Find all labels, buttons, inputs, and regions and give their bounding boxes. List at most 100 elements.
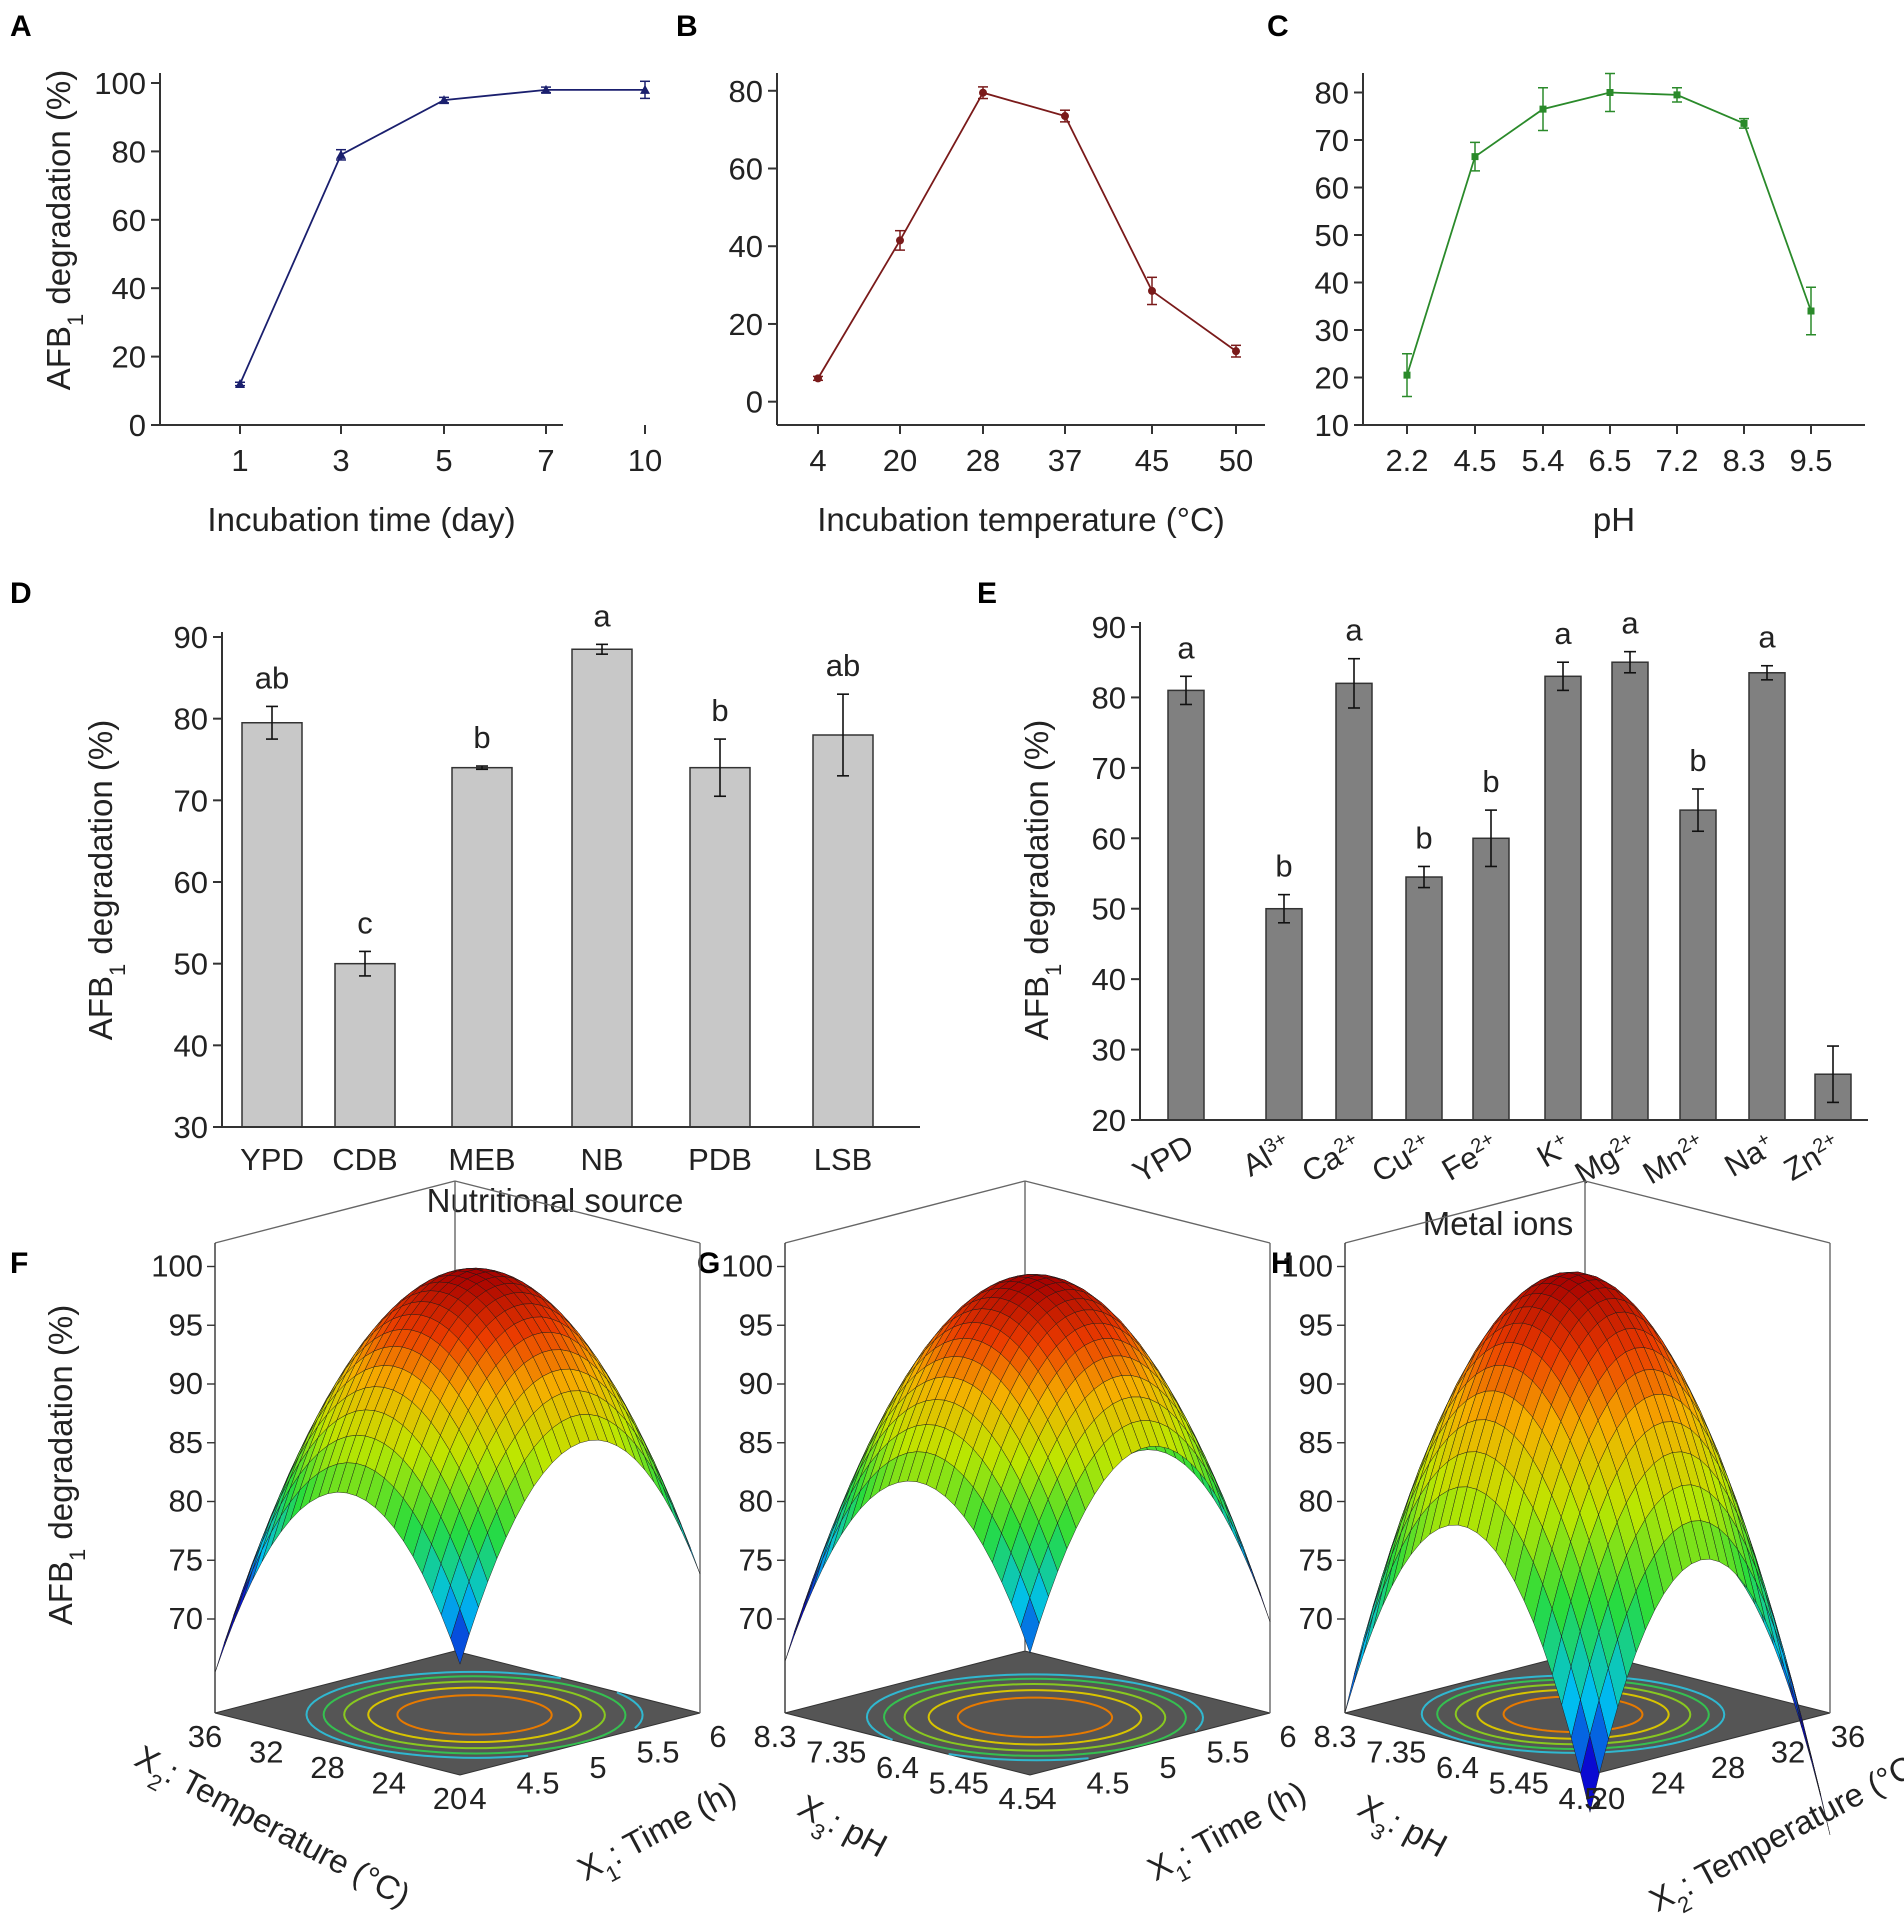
right-axis-tick-label: 5.5 bbox=[636, 1735, 679, 1770]
z-tick-label: 85 bbox=[739, 1425, 773, 1460]
data-point bbox=[1539, 105, 1547, 113]
surface-cell bbox=[662, 1486, 682, 1532]
z-tick-label: 70 bbox=[739, 1601, 773, 1636]
y-tick-label: 30 bbox=[174, 1110, 208, 1145]
x-tick-label: 7 bbox=[537, 443, 554, 478]
y-tick-label: 30 bbox=[1092, 1033, 1126, 1068]
z-tick-label: 80 bbox=[739, 1484, 773, 1519]
z-tick-label: 90 bbox=[169, 1366, 203, 1401]
y-tick-label: 70 bbox=[1092, 751, 1126, 786]
x-tick-label: LSB bbox=[814, 1142, 873, 1177]
contour-line bbox=[343, 1680, 606, 1750]
significance-letter: b bbox=[1415, 820, 1432, 855]
data-point bbox=[541, 84, 551, 94]
surface-cell bbox=[233, 1570, 253, 1623]
y-tick-label: 20 bbox=[112, 340, 146, 375]
y-axis-label: AFB1 degradation (%) bbox=[1018, 720, 1066, 1040]
x-axis-label: Metal ions bbox=[1423, 1205, 1573, 1242]
data-point bbox=[1673, 91, 1681, 99]
left-axis-tick-label: 32 bbox=[249, 1735, 283, 1770]
data-point bbox=[814, 374, 822, 383]
chart-a: 0 20 40 60 80 100 1 3 5 7 10 Incubation time (day) bbox=[94, 66, 662, 538]
z-tick-label: 85 bbox=[1299, 1425, 1333, 1460]
y-label-rest: degradation (%) bbox=[40, 70, 77, 314]
right-axis-tick-label: 4.5 bbox=[516, 1766, 559, 1801]
y-tick-label: 40 bbox=[729, 229, 763, 264]
chart-e: a b a b b a a b a 20 30 40 50 60 70 80 90 YPD Al3+ Ca2+ Cu2+… bbox=[1092, 606, 1868, 1242]
data-point bbox=[1061, 112, 1069, 121]
x-axis-label: pH bbox=[1593, 501, 1635, 538]
z-tick-label: 100 bbox=[151, 1249, 203, 1284]
significance-letter: c bbox=[357, 905, 373, 940]
y-tick-label: 40 bbox=[174, 1028, 208, 1063]
left-label-rest: : pH bbox=[1383, 1803, 1454, 1864]
x-tick-label: CDB bbox=[332, 1142, 397, 1177]
series-line bbox=[817, 91, 1237, 379]
box-edge bbox=[214, 1180, 456, 1244]
contour-line bbox=[956, 1696, 1114, 1739]
left-axis-tick-label: 6.4 bbox=[876, 1750, 919, 1785]
y-label-sub: 1 bbox=[1041, 964, 1066, 976]
bar bbox=[1679, 809, 1717, 1121]
y-tick-label: 60 bbox=[1315, 171, 1349, 206]
z-tick-label: 90 bbox=[1299, 1366, 1333, 1401]
x-tick-label: PDB bbox=[688, 1142, 752, 1177]
box-edge bbox=[454, 1180, 701, 1244]
bar bbox=[812, 734, 874, 1128]
right-axis-tick-label: 36 bbox=[1831, 1719, 1865, 1754]
surface-cell bbox=[1020, 1597, 1040, 1654]
x-tick-label: 9.5 bbox=[1789, 443, 1832, 478]
y-tick-label: 60 bbox=[1092, 821, 1126, 856]
left-axis-label: X3: pH bbox=[1347, 1787, 1453, 1873]
panel-label-a: A bbox=[10, 10, 32, 43]
x-axis-label: Incubation temperature (°C) bbox=[817, 501, 1225, 538]
y-label-rest: degradation (%) bbox=[1018, 720, 1055, 964]
left-axis-tick-label: 28 bbox=[310, 1750, 344, 1785]
x-tick-label: NB bbox=[580, 1142, 623, 1177]
z-tick-label: 95 bbox=[169, 1307, 203, 1342]
right-axis-tick-label: 6 bbox=[709, 1719, 726, 1754]
bar bbox=[1748, 672, 1786, 1121]
y-tick-label: 50 bbox=[1092, 892, 1126, 927]
right-label-rest: : Time (h) bbox=[602, 1774, 742, 1872]
y-tick-label: 40 bbox=[1092, 962, 1126, 997]
x-tick-label: 4 bbox=[809, 443, 826, 478]
data-point bbox=[640, 84, 650, 94]
left-axis-tick-label: 36 bbox=[188, 1719, 222, 1754]
data-point bbox=[1606, 89, 1614, 96]
surface-cell bbox=[1363, 1589, 1383, 1654]
data-point bbox=[1403, 371, 1411, 379]
right-axis-tick-label: 5 bbox=[1159, 1750, 1176, 1785]
box-edge bbox=[1024, 1180, 1271, 1244]
y-label-main: AFB bbox=[42, 1561, 79, 1625]
ion-symbol: YPD bbox=[1127, 1128, 1200, 1190]
x-tick-label: Cu2+ bbox=[1366, 1128, 1438, 1190]
right-axis-tick-label: 5.5 bbox=[1206, 1735, 1249, 1770]
data-point bbox=[979, 88, 987, 97]
left-axis-tick-label: 4.5 bbox=[998, 1781, 1041, 1816]
x-tick-label: MEB bbox=[448, 1142, 515, 1177]
z-tick-label: 100 bbox=[1281, 1249, 1333, 1284]
y-tick-label: 0 bbox=[746, 385, 763, 420]
panel-label-d: D bbox=[10, 577, 32, 610]
x-tick-label: Al3+ bbox=[1236, 1128, 1297, 1184]
right-axis-tick-label: 4.5 bbox=[1086, 1766, 1129, 1801]
y-axis-label: AFB1 degradation (%) bbox=[40, 70, 88, 390]
y-tick-label: 0 bbox=[129, 408, 146, 443]
significance-letter: a bbox=[593, 598, 611, 633]
significance-letter: b bbox=[1482, 764, 1499, 799]
y-axis-label: AFB1 degradation (%) bbox=[42, 1305, 90, 1625]
left-label-rest: : pH bbox=[823, 1803, 894, 1864]
bar bbox=[1167, 689, 1205, 1121]
y-tick-label: 80 bbox=[1315, 76, 1349, 111]
significance-letter: b bbox=[1275, 849, 1292, 884]
left-axis-tick-label: 6.4 bbox=[1436, 1750, 1479, 1785]
y-label-sub: 1 bbox=[63, 314, 88, 326]
contour-line bbox=[914, 1673, 1205, 1732]
y-label-main: AFB bbox=[82, 976, 119, 1040]
y-tick-label: 90 bbox=[1092, 610, 1126, 645]
x-tick-label: 28 bbox=[966, 443, 1000, 478]
box-edge bbox=[1584, 1180, 1831, 1244]
y-tick-label: 40 bbox=[1315, 266, 1349, 301]
surface-cell bbox=[224, 1592, 244, 1647]
